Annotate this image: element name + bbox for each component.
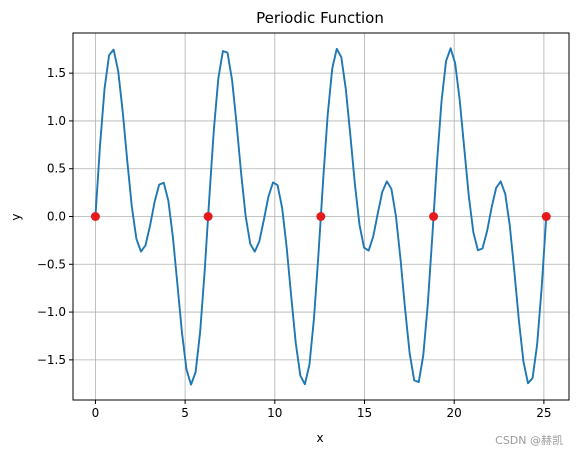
- watermark: CSDN @赫凯: [495, 434, 563, 447]
- y-axis-ticks: −1.5 −1.0 −0.5 0.0 0.5 1.0 1.5: [37, 66, 73, 367]
- x-tick-label: 20: [447, 406, 462, 420]
- y-tick-label: 0.5: [47, 162, 66, 176]
- y-tick-label: 1.0: [47, 114, 66, 128]
- x-tick-label: 15: [357, 406, 372, 420]
- zero-crossing-markers: [90, 212, 551, 221]
- x-tick-label: 0: [92, 406, 100, 420]
- scatter-point: [203, 212, 213, 221]
- y-tick-label: −1.0: [37, 305, 66, 319]
- x-tick-label: 5: [181, 406, 189, 420]
- scatter-point: [316, 212, 326, 221]
- scatter-point: [429, 212, 439, 221]
- x-tick-label: 25: [536, 406, 551, 420]
- y-tick-label: −1.5: [37, 353, 66, 367]
- x-axis-ticks: 0 5 10 15 20 25: [92, 400, 552, 420]
- y-axis-label: y: [9, 213, 23, 220]
- y-tick-label: −0.5: [37, 257, 66, 271]
- scatter-point: [90, 212, 100, 221]
- scatter-point: [541, 212, 551, 221]
- x-axis-label: x: [316, 431, 323, 445]
- y-tick-label: 0.0: [47, 210, 66, 224]
- chart-title: Periodic Function: [256, 9, 384, 27]
- y-tick-label: 1.5: [47, 66, 66, 80]
- x-tick-label: 10: [267, 406, 282, 420]
